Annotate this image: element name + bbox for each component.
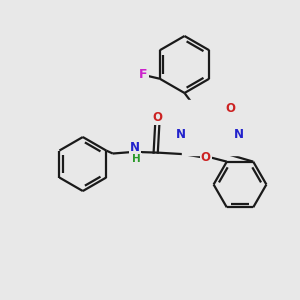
Text: N: N bbox=[176, 128, 186, 141]
Text: H: H bbox=[132, 154, 141, 164]
Text: N: N bbox=[234, 128, 244, 141]
Text: O: O bbox=[201, 151, 211, 164]
Text: O: O bbox=[225, 102, 235, 115]
Text: F: F bbox=[139, 68, 148, 81]
Text: O: O bbox=[152, 111, 162, 124]
Bar bbox=[182, 100, 238, 155]
Text: N: N bbox=[130, 141, 140, 154]
